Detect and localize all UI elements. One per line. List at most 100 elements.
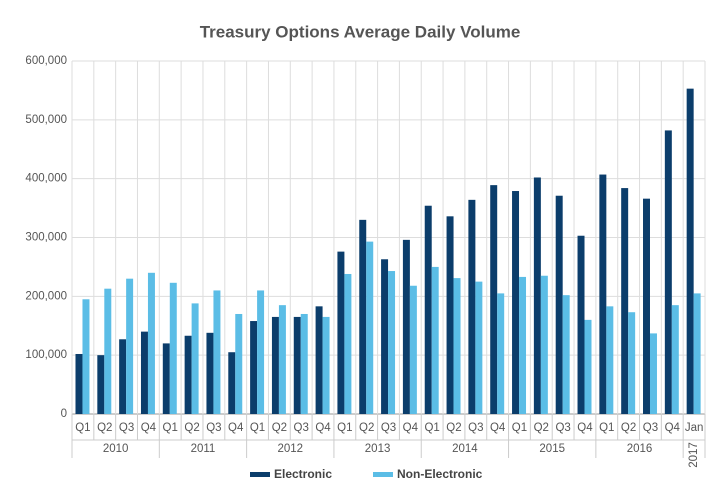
y-tick-label: 400,000 — [25, 173, 67, 185]
bar — [671, 305, 679, 414]
x-tick-label: Q3 — [294, 422, 309, 434]
bar — [162, 343, 170, 414]
year-label: 2014 — [452, 443, 478, 455]
year-label: 2017 — [688, 442, 700, 468]
bar — [293, 316, 301, 414]
x-tick-label: Q2 — [534, 422, 549, 434]
bar — [402, 239, 410, 414]
bar — [359, 219, 367, 414]
bar — [206, 332, 214, 414]
bar — [213, 290, 221, 414]
x-tick-label: Q4 — [141, 422, 157, 434]
bar — [424, 205, 432, 414]
bar — [75, 353, 83, 414]
x-tick-label: Q4 — [403, 422, 419, 434]
bar — [322, 316, 330, 414]
bar — [584, 319, 592, 414]
x-tick-label: Q2 — [272, 422, 287, 434]
x-tick-label: Q2 — [97, 422, 112, 434]
x-tick-label: Jan — [685, 422, 704, 434]
bar — [686, 88, 694, 414]
x-tick-label: Q1 — [512, 422, 527, 434]
x-tick-label: Q3 — [119, 422, 134, 434]
x-tick-label: Q4 — [315, 422, 331, 434]
bar — [366, 241, 374, 414]
x-tick-label: Q1 — [424, 422, 439, 434]
x-tick-label: Q2 — [184, 422, 199, 434]
bar — [119, 339, 127, 414]
chart-title: Treasury Options Average Daily Volume — [200, 22, 521, 41]
bar — [344, 273, 352, 414]
bar — [519, 276, 527, 414]
x-tick-label: Q1 — [163, 422, 178, 434]
bar — [497, 293, 505, 414]
y-tick-label: 500,000 — [25, 114, 67, 126]
x-tick-label: Q1 — [75, 422, 90, 434]
bar — [649, 333, 657, 414]
bar — [475, 281, 483, 414]
x-tick-label: Q3 — [643, 422, 658, 434]
year-label: 2012 — [277, 443, 303, 455]
bar — [599, 174, 607, 414]
y-tick-label: 600,000 — [25, 55, 67, 67]
x-tick-label: Q4 — [577, 422, 593, 434]
bar — [468, 199, 476, 414]
bar — [388, 271, 396, 414]
y-tick-label: 300,000 — [25, 232, 67, 244]
bar — [693, 293, 701, 414]
year-label: 2013 — [365, 443, 391, 455]
y-tick-label: 200,000 — [25, 290, 67, 302]
bar — [97, 355, 105, 414]
bar — [82, 299, 90, 414]
x-tick-label: Q2 — [621, 422, 636, 434]
bar — [381, 259, 389, 414]
bar — [628, 312, 636, 414]
x-tick-label: Q1 — [337, 422, 352, 434]
bar — [257, 290, 265, 414]
bar — [621, 188, 629, 414]
bar — [577, 235, 585, 414]
x-tick-label: Q2 — [359, 422, 374, 434]
bar — [409, 285, 417, 414]
year-label: 2015 — [539, 443, 565, 455]
bar — [126, 278, 134, 414]
bar — [169, 282, 177, 414]
bar — [453, 278, 461, 414]
x-tick-label: Q1 — [599, 422, 614, 434]
bar — [431, 266, 439, 414]
bar — [533, 177, 541, 414]
x-tick-label: Q3 — [555, 422, 570, 434]
bar — [235, 313, 243, 414]
bar — [337, 251, 345, 414]
bar — [104, 288, 112, 414]
y-tick-label: 100,000 — [25, 349, 67, 361]
bar — [555, 195, 563, 414]
bar — [271, 316, 279, 414]
bar — [300, 313, 308, 414]
year-label: 2011 — [191, 443, 216, 455]
x-tick-label: Q2 — [446, 422, 461, 434]
bar — [315, 306, 323, 414]
legend-label: Non-Electronic — [397, 467, 483, 481]
year-label: 2010 — [103, 443, 129, 455]
bar — [446, 216, 454, 414]
bar — [191, 303, 199, 414]
bar — [606, 306, 614, 414]
x-tick-label: Q4 — [228, 422, 244, 434]
x-tick-label: Q4 — [665, 422, 681, 434]
bar — [490, 185, 498, 414]
x-tick-label: Q3 — [381, 422, 396, 434]
x-tick-label: Q4 — [490, 422, 506, 434]
x-tick-label: Q3 — [468, 422, 483, 434]
bar — [643, 198, 650, 414]
legend-swatch — [373, 472, 393, 477]
bar — [140, 331, 148, 414]
year-label: 2016 — [627, 443, 653, 455]
bar — [664, 130, 672, 414]
bar — [184, 335, 192, 414]
bar — [540, 275, 548, 414]
bar — [250, 321, 258, 414]
bar — [512, 191, 520, 414]
